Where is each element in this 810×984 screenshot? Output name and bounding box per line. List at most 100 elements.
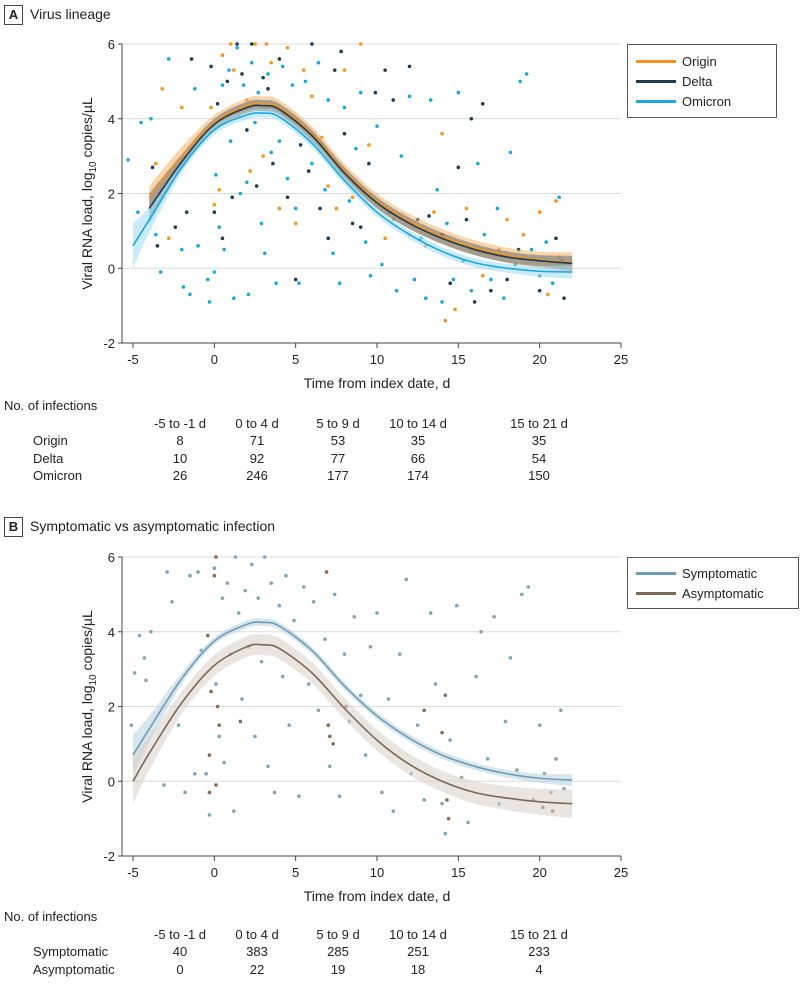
x-tick-label: 15	[451, 352, 465, 367]
fit-line-delta	[148, 104, 573, 265]
data-point	[249, 42, 254, 46]
data-point	[331, 742, 335, 746]
data-point	[204, 771, 208, 776]
table-cell: 233	[528, 944, 550, 959]
data-point	[443, 318, 448, 323]
data-point	[311, 600, 316, 604]
data-point	[358, 225, 363, 229]
data-point	[176, 723, 181, 727]
column-header: 15 to 21 d	[510, 416, 568, 431]
data-point	[306, 169, 311, 173]
data-point	[248, 169, 252, 173]
x-tick-label: 25	[614, 352, 628, 367]
data-point	[303, 79, 308, 84]
table-cell: 71	[249, 433, 265, 448]
data-point	[412, 277, 417, 282]
data-point	[485, 757, 490, 761]
data-point	[214, 555, 218, 559]
data-point	[328, 764, 332, 769]
data-point	[358, 42, 363, 46]
data-point	[323, 637, 327, 642]
table-cell: 4	[535, 961, 543, 977]
x-axis-title: Time from index date, d	[304, 888, 451, 904]
data-point	[269, 60, 274, 65]
data-point	[292, 618, 296, 623]
data-point	[193, 771, 197, 776]
panel-b-infections-table: No. of infections -5 to -1 d 0 to 4 d 5 to …	[0, 909, 620, 984]
data-point	[482, 232, 487, 237]
y-tick-label: -2	[103, 849, 115, 864]
data-point	[261, 154, 265, 158]
legend-label: Delta	[682, 73, 713, 89]
data-point	[285, 195, 290, 200]
y-tick-label: 4	[108, 112, 115, 127]
data-point	[326, 98, 331, 102]
data-point	[515, 768, 519, 772]
data-point	[451, 277, 456, 282]
data-point	[209, 689, 213, 694]
data-point	[212, 270, 217, 274]
data-point	[443, 831, 448, 836]
data-point	[339, 49, 344, 54]
legend-label: Origin	[682, 53, 717, 69]
data-point	[227, 68, 231, 72]
panel-b-chart: -2 0 2 4 6 -5 0 5 10 15 20 25 Time from index date, …	[79, 550, 628, 904]
table-cell: 77	[330, 450, 346, 466]
data-point	[316, 708, 321, 713]
data-point	[326, 236, 331, 241]
data-point	[232, 296, 236, 300]
data-point	[310, 94, 314, 99]
data-point	[284, 573, 288, 578]
y-tick-label: 2	[108, 187, 115, 202]
data-point	[149, 629, 153, 634]
x-tick-label: 5	[292, 352, 299, 367]
legend-swatch	[636, 59, 676, 63]
data-point	[274, 281, 278, 286]
data-point	[332, 592, 337, 597]
data-point	[505, 277, 509, 282]
data-point	[310, 42, 314, 46]
data-point	[529, 247, 534, 252]
table-cell: 53	[330, 433, 346, 448]
data-point	[188, 573, 192, 578]
data-point	[150, 165, 155, 170]
data-point	[383, 236, 387, 241]
data-point	[422, 708, 426, 713]
data-point	[454, 603, 459, 608]
table-cell: 10	[172, 450, 188, 466]
data-point	[280, 64, 285, 69]
x-tick-label: 15	[451, 865, 465, 880]
data-point	[249, 60, 254, 65]
data-point	[180, 247, 184, 252]
data-point	[479, 629, 483, 634]
data-point	[407, 64, 412, 69]
table-cell: 18	[410, 961, 426, 977]
data-point	[277, 206, 282, 211]
data-point	[428, 611, 433, 615]
y-tick-label: 0	[108, 774, 115, 789]
data-point	[230, 195, 235, 200]
data-point	[277, 57, 282, 61]
data-point	[207, 790, 212, 795]
data-point	[446, 816, 451, 821]
data-point	[181, 285, 186, 289]
data-point	[464, 217, 469, 222]
data-point	[394, 288, 399, 293]
data-point	[220, 83, 225, 87]
column-header: -5 to -1 d	[153, 927, 207, 942]
data-point	[184, 210, 189, 214]
data-point	[173, 225, 178, 229]
data-point	[233, 555, 238, 559]
table-cell: 19	[330, 961, 346, 977]
table-cell: 285	[327, 944, 349, 959]
data-point	[254, 184, 259, 188]
x-tick-label: 0	[211, 352, 218, 367]
legend-swatch	[636, 79, 676, 83]
table-cell: 26	[172, 468, 188, 483]
data-point	[206, 277, 210, 282]
data-point	[238, 719, 243, 724]
legend-label: Asymptomatic	[682, 585, 764, 601]
table-cell: 251	[407, 944, 429, 959]
data-point	[331, 251, 335, 256]
fit-line-symptomatic	[132, 621, 573, 781]
